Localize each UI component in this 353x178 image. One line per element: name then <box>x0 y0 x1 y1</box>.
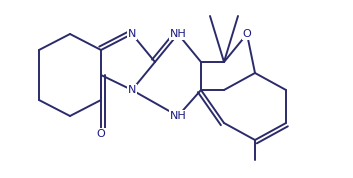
Text: N: N <box>128 29 136 39</box>
Text: NH: NH <box>170 111 186 121</box>
Text: NH: NH <box>170 29 186 39</box>
Text: N: N <box>128 85 136 95</box>
Text: O: O <box>97 129 106 139</box>
Text: O: O <box>243 29 251 39</box>
